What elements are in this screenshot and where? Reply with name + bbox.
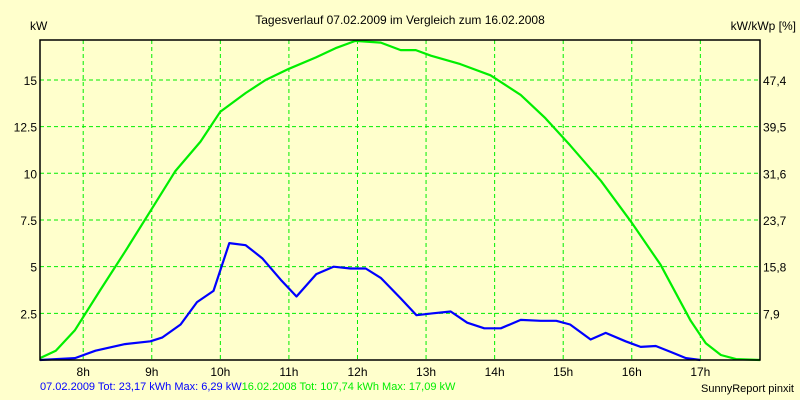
- y-right-tick-label: 39,5: [763, 121, 787, 135]
- y-axis-label: kW: [30, 19, 48, 33]
- x-tick-label: 12h: [347, 365, 367, 379]
- y-right-tick-label: 31,6: [763, 167, 787, 181]
- x-tick-label: 10h: [210, 365, 230, 379]
- credit-text: SunnyReport pinxit: [701, 383, 794, 395]
- y-right-tick-label: 15,8: [763, 261, 787, 275]
- x-tick-label: 17h: [690, 365, 710, 379]
- series-lines: [39, 39, 761, 362]
- y-tick-label: 7.5: [20, 214, 37, 228]
- y-tick-label: 12.5: [14, 121, 38, 135]
- y-axis-right-label: kW/kWp [%]: [731, 19, 796, 33]
- y-tick-label: 2.5: [20, 307, 37, 321]
- legend: 07.02.2009 Tot: 23,17 kWh Max: 6,29 kW16…: [40, 381, 455, 393]
- legend-series-2008: 16.02.2008 Tot: 107,74 kWh Max: 17,09 kW: [241, 381, 456, 393]
- x-tick-label: 15h: [553, 365, 573, 379]
- y-tick-label: 10: [24, 167, 38, 181]
- legend-series-2009: 07.02.2009 Tot: 23,17 kWh Max: 6,29 kW: [40, 381, 242, 393]
- grid: [40, 40, 760, 360]
- y-tick-label: 15: [24, 74, 38, 88]
- y-tick-label: 5: [30, 261, 37, 275]
- x-tick-label: 8h: [77, 365, 90, 379]
- y-right-tick-label: 47,4: [763, 74, 787, 88]
- x-tick-label: 16h: [622, 365, 642, 379]
- series-line-07.02.2009: [39, 242, 701, 362]
- plot-frame: [39, 39, 761, 361]
- y-right-tick-label: 7,9: [763, 307, 780, 321]
- x-tick-label: 13h: [416, 365, 436, 379]
- series-line-16.02.2008: [39, 39, 761, 362]
- x-tick-label: 9h: [145, 365, 158, 379]
- x-tick-label: 11h: [279, 365, 298, 379]
- tick-labels: 8h 9h 10h 11h 12h 13h 14h 15h 16h 17h 2.5 7,9 5 15,8 7…: [14, 74, 787, 379]
- x-tick-label: 14h: [485, 365, 505, 379]
- y-right-tick-label: 23,7: [763, 214, 787, 228]
- chart-title: Tagesverlauf 07.02.2009 im Vergleich zum…: [255, 13, 545, 27]
